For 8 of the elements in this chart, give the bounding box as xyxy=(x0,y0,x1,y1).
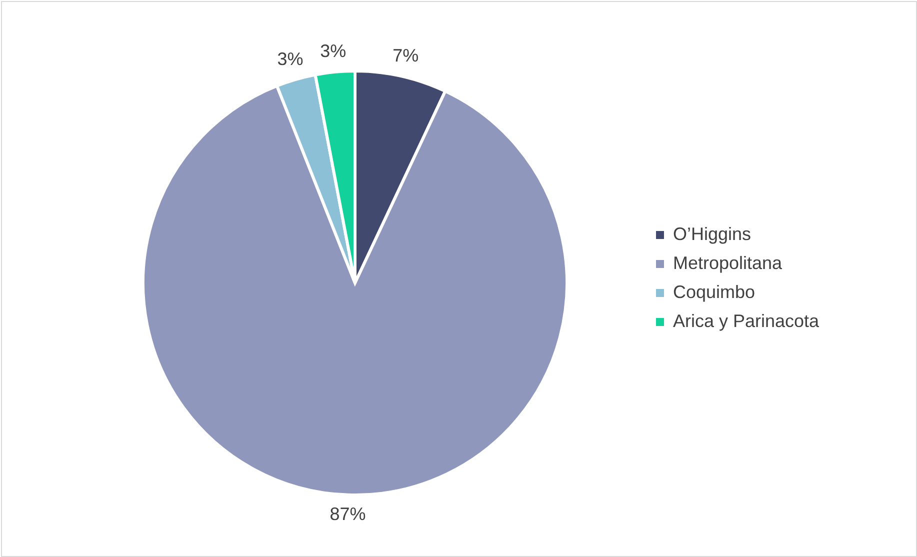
legend-label: Arica y Parinacota xyxy=(673,311,820,331)
legend-label: O’Higgins xyxy=(673,224,752,244)
data-label: 87% xyxy=(330,504,366,524)
data-label: 3% xyxy=(320,41,346,62)
legend-label: Metropolitana xyxy=(673,253,784,273)
data-label: 3% xyxy=(277,49,304,70)
data-label: 7% xyxy=(392,46,419,66)
legend-label: Coquimbo xyxy=(673,282,756,302)
